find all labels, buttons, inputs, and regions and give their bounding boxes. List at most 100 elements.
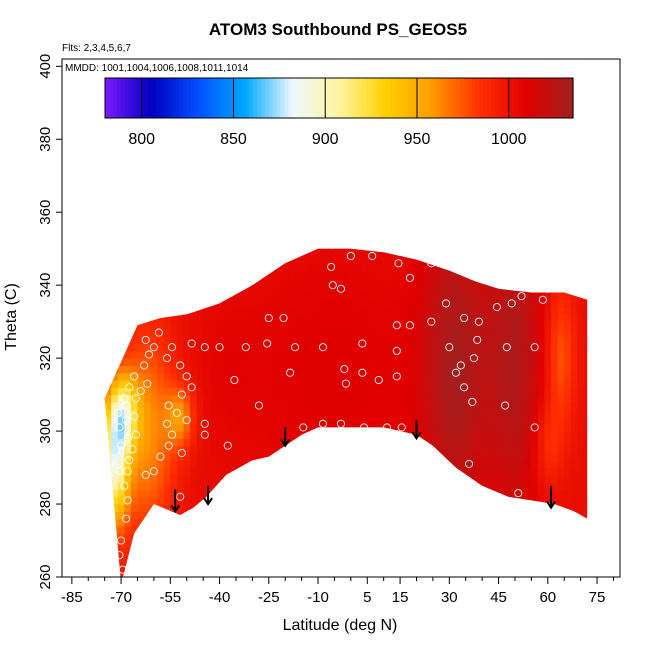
heatmap-cell (373, 547, 381, 556)
heatmap-cell (478, 431, 487, 439)
heatmap-cell (229, 328, 237, 337)
heatmap-cell (262, 285, 270, 294)
heatmap-cell (222, 343, 230, 352)
heatmap-cell (222, 321, 230, 330)
heatmap-cell (419, 285, 427, 294)
heatmap-cell (249, 321, 257, 330)
heatmap-cell (183, 380, 191, 388)
heatmap-cell (301, 255, 309, 264)
heatmap-cell (281, 350, 290, 359)
heatmap-cell (393, 409, 401, 418)
heatmap-cell (262, 409, 270, 418)
heatmap-cell (472, 445, 480, 454)
heatmap-cell (465, 511, 473, 520)
colorbar-swatch (366, 78, 371, 118)
heatmap-cell (537, 270, 546, 279)
colorbar-swatch (105, 78, 110, 118)
heatmap-cell (590, 482, 597, 490)
heatmap-cell (386, 255, 395, 264)
heatmap-cell (367, 328, 375, 337)
heatmap-cell (321, 452, 329, 461)
heatmap-cell (341, 299, 349, 308)
heatmap-cell (419, 482, 427, 491)
colorbar-swatch (463, 78, 469, 118)
heatmap-cell (498, 292, 506, 301)
heatmap-cell (380, 350, 388, 359)
heatmap-cell (446, 555, 454, 564)
heatmap-cell (380, 584, 387, 592)
heatmap-cell (183, 525, 191, 534)
heatmap-cell (400, 474, 408, 483)
colorbar-swatch (136, 78, 141, 118)
heatmap-cell (288, 343, 296, 352)
heatmap-cell (452, 380, 460, 388)
heatmap-cell (367, 365, 375, 374)
heatmap-cell (380, 394, 388, 403)
heatmap-cell (439, 277, 447, 286)
heatmap-cell (432, 482, 441, 491)
heatmap-cell (268, 467, 276, 476)
heatmap-cell (367, 409, 375, 418)
heatmap-cell (439, 547, 447, 556)
heatmap-cell (255, 321, 263, 330)
heatmap-cell (104, 270, 112, 279)
heatmap-cell (321, 270, 329, 279)
heatmap-cell (419, 328, 427, 337)
heatmap-cell (472, 431, 480, 439)
heatmap-cell (498, 387, 506, 396)
heatmap-cell (163, 372, 171, 381)
colorbar-tick-label: 900 (312, 131, 339, 148)
heatmap-cell (544, 533, 552, 542)
heatmap-cell (157, 401, 165, 410)
heatmap-cell (537, 328, 546, 337)
heatmap-cell (485, 525, 493, 534)
heatmap-cell (104, 401, 106, 410)
heatmap-cell (321, 474, 329, 483)
sample-point (131, 430, 140, 439)
heatmap-cell (459, 394, 467, 403)
heatmap-cell (590, 351, 597, 359)
heatmap-cell (295, 460, 303, 469)
heatmap-cell (104, 248, 106, 257)
heatmap-cell (308, 525, 316, 534)
heatmap-cell (478, 460, 487, 469)
heatmap-cell (196, 299, 204, 308)
heatmap-cell (216, 562, 224, 571)
heatmap-cell (275, 474, 283, 483)
heatmap-cell (571, 577, 578, 585)
heatmap-cell (229, 489, 237, 498)
sample-point (154, 328, 163, 337)
heatmap-cell (341, 431, 349, 439)
heatmap-cell (268, 277, 276, 286)
heatmap-cell (446, 401, 454, 410)
heatmap-cell (360, 307, 368, 315)
heatmap-cell (281, 504, 290, 512)
heatmap-cell (426, 285, 434, 294)
heatmap-cell (275, 343, 283, 352)
heatmap-cell (117, 394, 125, 403)
heatmap-cell (465, 328, 473, 337)
heatmap-cell (524, 431, 532, 439)
heatmap-cell (275, 328, 283, 337)
heatmap-cell (222, 525, 230, 534)
heatmap-cell (452, 285, 460, 294)
heatmap-cell (341, 372, 349, 381)
heatmap-cell (242, 474, 250, 483)
heatmap-cell (176, 321, 185, 330)
heatmap-cell (222, 518, 230, 527)
heatmap-cell (255, 431, 263, 439)
heatmap-cell (347, 248, 355, 250)
heatmap-cell (183, 562, 191, 571)
heatmap-cell (347, 263, 355, 272)
heatmap-cell (551, 270, 559, 279)
heatmap-cell (347, 336, 355, 345)
heatmap-cell (498, 533, 506, 542)
heatmap-cell (413, 452, 421, 461)
heatmap-cell (321, 525, 329, 534)
heatmap-cell (157, 533, 165, 542)
heatmap-cell (144, 489, 152, 498)
heatmap-cell (347, 511, 355, 520)
heatmap-cell (314, 387, 322, 396)
heatmap-cell (386, 401, 395, 410)
heatmap-cell (531, 248, 539, 250)
